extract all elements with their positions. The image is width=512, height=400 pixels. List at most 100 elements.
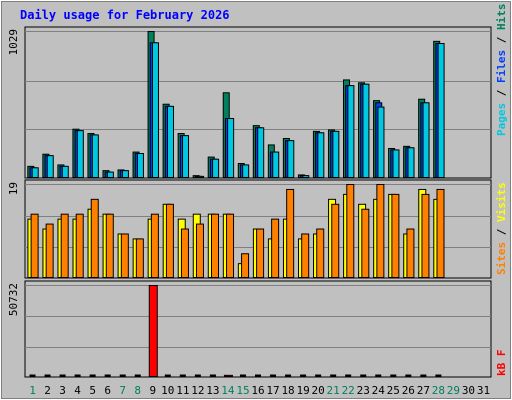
bar-sites-day-20 [316, 228, 325, 279]
day-label: 14 [221, 384, 235, 397]
day-label: 10 [161, 384, 174, 397]
day-label: 2 [44, 384, 51, 397]
bar-pages-day-7 [121, 170, 129, 178]
bar-pages-day-27 [422, 102, 430, 178]
bar-pages-day-10 [167, 105, 175, 178]
bar-pages-day-14 [227, 118, 235, 178]
bar-pages-day-28 [437, 43, 445, 178]
legends: Pages / Files / Hits Sites / Visits kB F [495, 4, 508, 377]
day-label: 12 [191, 384, 204, 397]
bar-pages-day-26 [407, 147, 415, 179]
day-label: 26 [402, 384, 415, 397]
legend-part: / [495, 222, 508, 242]
bar-sites-day-6 [105, 213, 114, 278]
bar-pages-day-6 [106, 171, 114, 178]
legend-part: / [495, 30, 508, 50]
panel-plot-area [24, 280, 492, 378]
bar-pages-day-1 [31, 167, 39, 179]
day-label: 11 [176, 384, 189, 397]
bar-sites-day-25 [391, 193, 400, 278]
bar-sites-day-2 [45, 223, 54, 278]
legend-part: Pages [495, 103, 508, 136]
bar-pages-day-16 [257, 127, 265, 178]
bar-pages-day-3 [61, 165, 69, 179]
legend-bottom: kB F [495, 350, 508, 377]
panel-kbytes: 50732 [7, 280, 492, 378]
legend-part: Hits [495, 4, 508, 31]
bar-pages-day-15 [242, 164, 250, 179]
bar-sites-day-8 [135, 238, 144, 278]
day-label: 15 [236, 384, 249, 397]
bar-pages-day-5 [91, 134, 99, 179]
bar-sites-day-18 [286, 188, 295, 279]
bar-pages-day-21 [332, 130, 340, 179]
bar-sites-day-10 [165, 203, 174, 278]
day-label: 24 [372, 384, 386, 397]
bar-sites-day-4 [75, 213, 84, 278]
day-label: 31 [477, 384, 490, 397]
bar-pages-day-11 [182, 135, 190, 178]
bar-sites-day-12 [195, 223, 204, 278]
legend-middle: Sites / Visits [495, 182, 508, 275]
bar-kb-f-day-9 [148, 285, 158, 377]
day-label: 27 [417, 384, 430, 397]
day-label: 23 [357, 384, 370, 397]
legend-part: kB F [495, 350, 508, 377]
bar-sites-day-22 [346, 184, 355, 278]
legend-part: Files [495, 50, 508, 83]
bar-sites-day-24 [376, 184, 385, 278]
panel-visits-sites: 19 [7, 179, 492, 279]
bar-sites-day-9 [150, 213, 159, 278]
bar-pages-day-2 [46, 155, 54, 178]
bar-pages-day-13 [212, 158, 220, 178]
day-labels: 1 2 3 4 5 6 7 8 9 10 11 12 13 14 15 16 17 18 19 20 21 22 23 24 2… [29, 384, 490, 397]
day-label: 19 [296, 384, 309, 397]
bar-kb-f-day-14 [223, 374, 233, 377]
bar-pages-day-22 [347, 85, 355, 178]
bar-pages-day-17 [272, 151, 280, 178]
bar-sites-day-11 [180, 228, 189, 279]
legend-part: Visits [495, 182, 508, 222]
day-label: 25 [387, 384, 400, 397]
legend-part: Sites [495, 242, 508, 275]
panel-max-label: 50732 [7, 283, 20, 316]
day-label: 29 [447, 384, 460, 397]
bar-pages-day-12 [197, 175, 205, 179]
day-label: 28 [432, 384, 445, 397]
day-label: 1 [29, 384, 36, 397]
bar-sites-day-26 [406, 228, 415, 279]
bar-pages-day-8 [136, 153, 144, 178]
bar-sites-day-28 [436, 188, 445, 279]
day-label: 20 [312, 384, 325, 397]
day-label: 4 [74, 384, 81, 397]
panel-max-label: 1029 [7, 29, 20, 56]
bar-pages-day-4 [76, 130, 84, 178]
panel-max-label: 19 [7, 182, 20, 195]
day-label: 17 [266, 384, 279, 397]
bar-sites-day-15 [241, 253, 250, 278]
bar-pages-day-19 [302, 175, 310, 178]
day-label: 18 [281, 384, 294, 397]
day-label: 21 [327, 384, 340, 397]
legend-top: Pages / Files / Hits [495, 4, 508, 137]
bar-sites-day-7 [120, 233, 129, 278]
day-label: 7 [119, 384, 126, 397]
bar-pages-day-24 [377, 106, 385, 178]
chart-title: Daily usage for February 2026 [20, 8, 230, 22]
bar-sites-day-21 [331, 203, 340, 278]
bar-sites-day-16 [256, 228, 265, 279]
bar-sites-day-23 [361, 208, 370, 279]
bar-sites-day-5 [90, 198, 99, 278]
day-label: 6 [104, 384, 111, 397]
day-label: 30 [462, 384, 475, 397]
day-label: 3 [59, 384, 66, 397]
bar-sites-day-27 [421, 193, 430, 278]
day-label: 13 [206, 384, 219, 397]
bar-sites-day-3 [60, 213, 69, 278]
bar-sites-day-13 [211, 213, 220, 278]
bar-pages-day-25 [392, 149, 400, 179]
day-label: 8 [134, 384, 141, 397]
